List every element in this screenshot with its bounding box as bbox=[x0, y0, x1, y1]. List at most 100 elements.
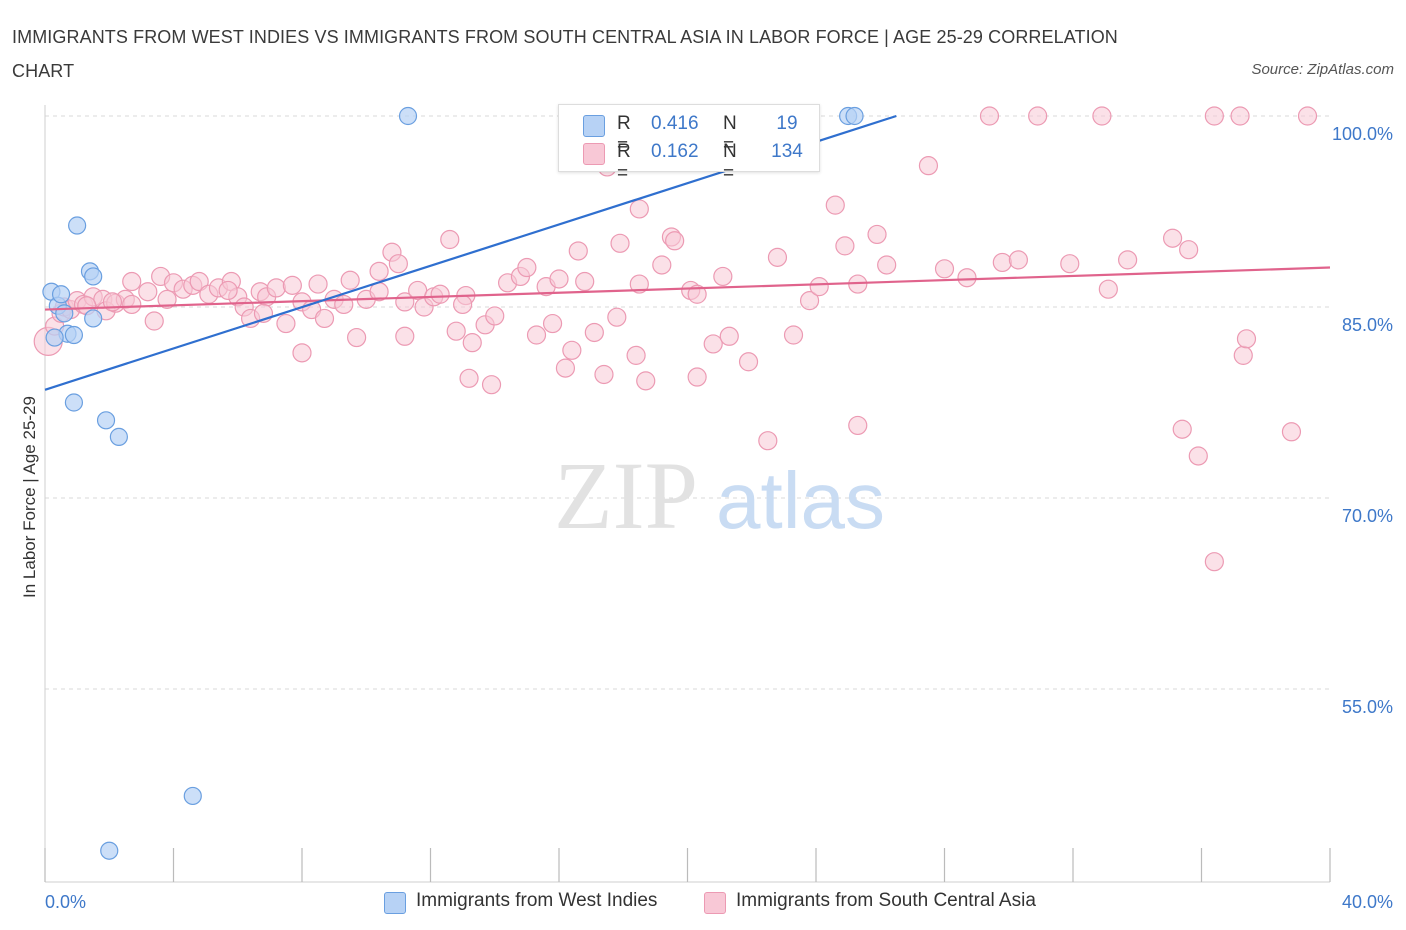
data-point bbox=[867, 224, 887, 245]
data-point bbox=[652, 255, 672, 275]
data-point bbox=[347, 327, 367, 348]
data-point bbox=[122, 294, 142, 315]
data-point bbox=[157, 289, 177, 309]
data-point bbox=[703, 334, 723, 354]
data-point bbox=[64, 325, 84, 345]
legend-r-label: R = bbox=[617, 113, 631, 156]
legend-n-value: 134 bbox=[771, 141, 803, 162]
x-tick-label: 0.0% bbox=[45, 892, 86, 912]
data-point bbox=[636, 371, 656, 391]
data-point bbox=[266, 278, 286, 298]
watermark-zip: ZIP bbox=[554, 442, 698, 549]
data-point bbox=[398, 106, 418, 126]
chart-title: IMMIGRANTS FROM WEST INDIES VS IMMIGRANT… bbox=[12, 27, 1118, 81]
data-point bbox=[51, 285, 71, 304]
watermark: ZIP atlas bbox=[554, 442, 885, 549]
legend-label: Immigrants from South Central Asia bbox=[736, 890, 1036, 911]
data-point bbox=[584, 322, 604, 343]
legend-swatch-blue bbox=[583, 115, 605, 137]
data-point bbox=[45, 328, 64, 347]
data-point bbox=[138, 282, 158, 302]
data-point bbox=[1204, 552, 1224, 572]
legend-n-label: N = bbox=[723, 113, 737, 156]
data-point bbox=[629, 274, 649, 294]
data-point bbox=[388, 254, 408, 274]
y-tick-label: 100.0% bbox=[1332, 124, 1393, 144]
data-point bbox=[957, 268, 977, 288]
data-point bbox=[665, 231, 685, 251]
data-point bbox=[395, 326, 415, 346]
y-axis-label: In Labor Force | Age 25-29 bbox=[20, 396, 39, 598]
data-point bbox=[183, 786, 202, 806]
data-point bbox=[979, 106, 1000, 126]
grid-lines bbox=[45, 115, 1330, 690]
data-point bbox=[446, 321, 466, 341]
data-point bbox=[629, 199, 649, 219]
data-point bbox=[1060, 254, 1080, 274]
data-point bbox=[568, 241, 588, 261]
data-point bbox=[1092, 106, 1112, 126]
source-label: Source: ZipAtlas.com bbox=[1251, 61, 1394, 78]
watermark-atlas: atlas bbox=[716, 456, 885, 545]
data-point bbox=[845, 106, 864, 126]
data-point bbox=[713, 266, 733, 287]
data-point bbox=[144, 311, 164, 331]
data-point bbox=[809, 277, 829, 297]
trend-line-south-central-asia bbox=[44, 266, 1331, 311]
data-point bbox=[1188, 446, 1208, 466]
data-point bbox=[189, 271, 209, 292]
data-point bbox=[1204, 106, 1224, 126]
data-point bbox=[84, 267, 103, 286]
data-point bbox=[84, 309, 103, 328]
data-point bbox=[562, 340, 582, 360]
legend-swatch-blue bbox=[384, 892, 406, 914]
data-point bbox=[308, 274, 328, 294]
data-point bbox=[55, 304, 74, 323]
data-point bbox=[918, 156, 939, 176]
y-tick-label: 85.0% bbox=[1342, 315, 1393, 335]
data-point bbox=[526, 325, 547, 345]
data-point bbox=[1008, 250, 1028, 270]
data-point bbox=[430, 284, 450, 304]
series-legend: Immigrants from West Indies Immigrants f… bbox=[0, 889, 1406, 917]
data-point bbox=[687, 284, 707, 304]
data-point bbox=[1118, 250, 1138, 270]
legend-n-label: N = bbox=[723, 141, 737, 184]
data-point bbox=[1172, 419, 1192, 439]
data-point bbox=[687, 367, 707, 387]
legend-swatch-pink bbox=[704, 892, 726, 914]
data-point bbox=[109, 427, 128, 446]
x-tick-label: 40.0% bbox=[1342, 892, 1393, 912]
data-point bbox=[64, 393, 84, 412]
data-point bbox=[517, 257, 537, 278]
y-tick-label: 70.0% bbox=[1342, 506, 1393, 526]
data-point bbox=[122, 271, 142, 292]
data-point bbox=[334, 294, 354, 315]
data-point bbox=[848, 415, 868, 436]
y-tick-label: 55.0% bbox=[1342, 697, 1393, 717]
data-point bbox=[1297, 106, 1318, 126]
data-point bbox=[1236, 329, 1257, 349]
data-point bbox=[934, 259, 955, 279]
data-point bbox=[738, 352, 759, 372]
data-point bbox=[481, 375, 502, 395]
data-point bbox=[607, 307, 627, 327]
legend-r-label: R = bbox=[617, 141, 631, 184]
data-point bbox=[992, 252, 1012, 273]
data-point bbox=[767, 247, 788, 267]
data-point bbox=[594, 364, 614, 385]
data-point bbox=[276, 313, 296, 334]
data-point bbox=[1233, 345, 1253, 365]
legend-label: Immigrants from West Indies bbox=[416, 890, 658, 911]
data-point bbox=[549, 269, 569, 289]
data-point bbox=[610, 233, 630, 253]
data-point bbox=[282, 275, 302, 295]
data-point bbox=[758, 431, 778, 451]
data-point bbox=[542, 313, 563, 334]
data-point bbox=[485, 306, 505, 326]
data-point bbox=[100, 841, 119, 860]
data-point bbox=[783, 325, 804, 345]
data-point bbox=[459, 368, 479, 388]
tick-labels: 100.0% 85.0% 70.0% 55.0% 0.0% 40.0% bbox=[45, 124, 1393, 912]
data-point bbox=[825, 195, 845, 215]
